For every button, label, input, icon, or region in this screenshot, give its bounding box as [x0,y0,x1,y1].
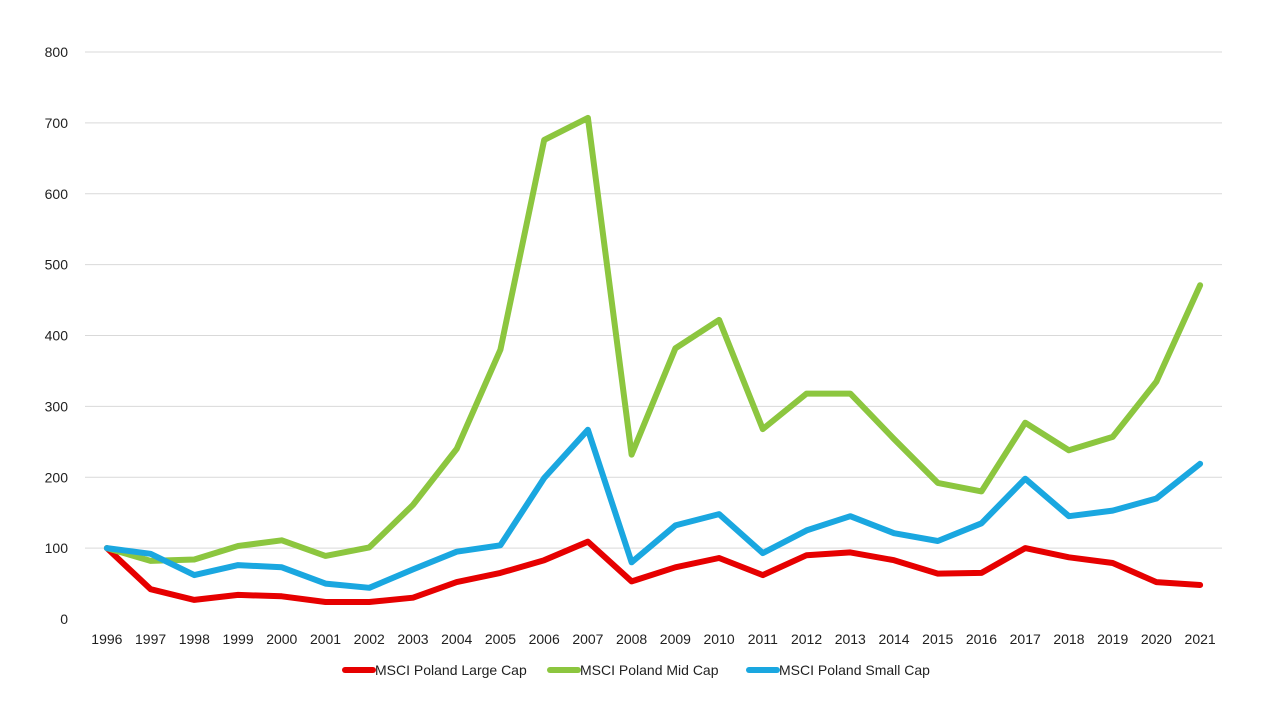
series-line-msci-poland-mid-cap [103,114,1204,564]
x-tick-label: 2002 [354,631,385,647]
legend-label: MSCI Poland Large Cap [375,662,527,678]
y-tick-label: 300 [45,398,69,414]
x-tick-label: 2004 [441,631,472,647]
x-tick-label: 2010 [704,631,735,647]
y-tick-label: 200 [45,469,69,485]
x-tick-label: 2005 [485,631,516,647]
x-tick-label: 2021 [1185,631,1216,647]
x-tick-label: 2011 [748,631,778,647]
series-lines [103,114,1204,605]
y-tick-label: 500 [45,257,69,273]
x-tick-label: 2019 [1097,631,1128,647]
x-tick-label: 2015 [922,631,953,647]
x-tick-label: 2016 [966,631,997,647]
x-tick-label: 2000 [266,631,297,647]
y-tick-label: 100 [45,540,69,556]
x-tick-label: 1999 [222,631,253,647]
x-tick-label: 1997 [135,631,166,647]
y-tick-label: 400 [45,328,69,344]
x-tick-label: 2009 [660,631,691,647]
x-tick-label: 2014 [878,631,909,647]
y-tick-label: 800 [45,44,69,60]
legend-item: MSCI Poland Mid Cap [547,662,719,678]
x-tick-label: 2017 [1010,631,1041,647]
x-tick-label: 2012 [791,631,822,647]
x-tick-label: 2018 [1053,631,1084,647]
legend-label: MSCI Poland Small Cap [779,662,930,678]
x-tick-label: 2013 [835,631,866,647]
legend-item: MSCI Poland Small Cap [746,662,930,678]
legend: MSCI Poland Large Cap MSCI Poland Mid Cap… [342,662,930,678]
y-axis-tick-labels: 0 100 200 300 400 500 600 700 800 [45,44,69,627]
x-tick-label: 1996 [91,631,122,647]
x-tick-label: 2008 [616,631,647,647]
x-tick-label: 1998 [179,631,210,647]
x-tick-label: 2006 [529,631,560,647]
x-tick-label: 2007 [572,631,603,647]
grid-lines [85,51,1222,549]
x-axis-tick-labels: 1996 1997 1998 1999 2000 2001 2002 2003 2004 2005… [91,631,1216,647]
y-tick-label: 700 [45,115,69,131]
legend-item: MSCI Poland Large Cap [342,662,527,678]
x-tick-label: 2003 [397,631,428,647]
series-line-msci-poland-large-cap [103,538,1204,605]
series-line-msci-poland-small-cap [103,426,1204,591]
y-tick-label: 0 [60,611,68,627]
legend-label: MSCI Poland Mid Cap [580,662,719,678]
x-tick-label: 2020 [1141,631,1172,647]
y-tick-label: 600 [45,186,69,202]
x-tick-label: 2001 [310,631,341,647]
